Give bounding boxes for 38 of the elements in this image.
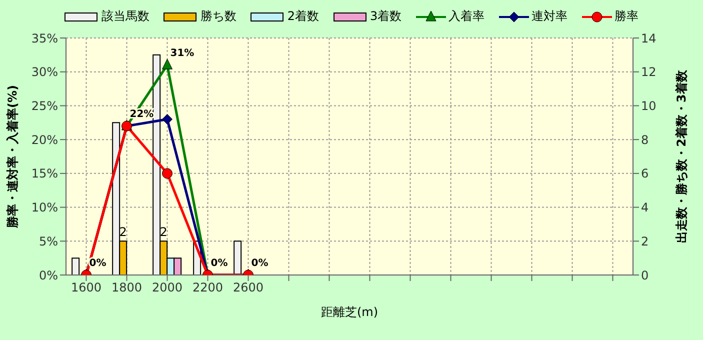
- x-tick-label: 1800: [111, 280, 142, 295]
- data-label: 0%: [251, 258, 268, 269]
- y2-axis-title: 出走数・勝ち数・2着数・3着数: [674, 69, 688, 243]
- x-axis-title: 距離芝(m): [320, 305, 378, 319]
- y2-tick-label: 12: [641, 65, 656, 80]
- data-label: 0%: [210, 258, 228, 269]
- legend-label: 3着数: [370, 8, 402, 25]
- y2-tick-label: 14: [641, 31, 656, 46]
- point: [162, 168, 172, 179]
- y2-tick-label: 8: [641, 132, 649, 147]
- y-tick-label: 25%: [31, 98, 58, 113]
- y-tick-label: 10%: [31, 200, 58, 215]
- y-tick-label: 35%: [31, 31, 58, 46]
- y2-tick-label: 2: [641, 234, 649, 248]
- legend-label: 勝率: [614, 8, 639, 25]
- legend-label: 入着率: [448, 8, 485, 25]
- data-label: 2: [119, 225, 127, 240]
- y-tick-label: 5%: [38, 234, 58, 248]
- y-axis-title: 勝率・連対率・入着率(%): [5, 85, 20, 229]
- data-label: 31%: [170, 48, 194, 60]
- x-tick-label: 2200: [192, 280, 224, 295]
- y2-tick-label: 10: [641, 98, 656, 113]
- y2-tick-label: 4: [641, 200, 649, 215]
- legend-label: 連対率: [532, 8, 568, 25]
- data-label: 2: [160, 225, 168, 240]
- legend-label: 勝ち数: [200, 8, 236, 25]
- legend-label: 2着数: [287, 8, 319, 25]
- y-tick-label: 20%: [31, 132, 58, 147]
- y2-tick-label: 6: [641, 166, 649, 181]
- legend-label: 該当馬数: [101, 8, 150, 25]
- x-tick-label: 2000: [152, 280, 183, 295]
- x-tick-label: 1600: [70, 280, 102, 295]
- y-tick-label: 15%: [31, 166, 58, 181]
- y-tick-label: 30%: [31, 65, 58, 80]
- x-tick-label: 2600: [232, 280, 264, 295]
- y2-tick-label: 0: [641, 268, 649, 282]
- y-tick-label: 0%: [38, 268, 58, 282]
- point: [162, 114, 172, 125]
